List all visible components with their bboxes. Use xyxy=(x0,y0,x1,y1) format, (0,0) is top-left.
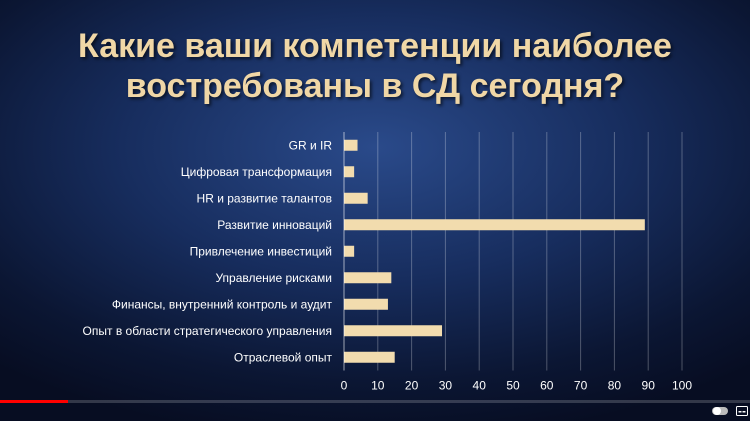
x-tick-label: 20 xyxy=(405,379,419,393)
category-label: GR и IR xyxy=(289,138,333,152)
x-tick-label: 40 xyxy=(473,379,487,393)
x-tick-label: 0 xyxy=(341,379,348,393)
x-tick-label: 100 xyxy=(672,379,692,393)
autoplay-toggle-icon[interactable] xyxy=(712,406,728,416)
bar xyxy=(344,219,645,231)
x-tick-label: 80 xyxy=(608,379,622,393)
category-labels: GR и IR Цифровая трансформация HR и развит… xyxy=(83,138,333,364)
x-tick-labels: 0 10 20 30 40 50 60 70 80 90 100 xyxy=(341,379,693,393)
x-tick-label: 30 xyxy=(439,379,453,393)
bar xyxy=(344,325,443,337)
category-label: Управление рисками xyxy=(215,271,332,285)
title-line-1: Какие ваши компетенции наиболее xyxy=(78,27,672,65)
bar xyxy=(344,139,358,151)
bar xyxy=(344,351,395,363)
x-tick-label: 10 xyxy=(371,379,385,393)
page-title: Какие ваши компетенции наиболее востребо… xyxy=(0,26,750,106)
video-progress-bar[interactable] xyxy=(0,400,750,403)
x-tick-label: 50 xyxy=(506,379,520,393)
grid-lines xyxy=(377,132,683,371)
x-tick-label: 60 xyxy=(540,379,554,393)
bars xyxy=(344,139,645,363)
x-tick-label: 70 xyxy=(574,379,588,393)
category-label: Цифровая трансформация xyxy=(181,165,332,179)
bar xyxy=(344,272,392,284)
bar xyxy=(344,245,355,257)
title-line-2: востребованы в СД сегодня? xyxy=(125,67,625,105)
category-label: Опыт в области стратегического управлени… xyxy=(83,324,332,338)
video-progress-fill xyxy=(0,400,68,403)
bar xyxy=(344,192,368,204)
x-tick-label: 90 xyxy=(642,379,656,393)
category-label: Развитие инноваций xyxy=(217,218,332,232)
category-label: Финансы, внутренний контроль и аудит xyxy=(112,297,333,311)
captions-icon[interactable] xyxy=(736,406,748,416)
category-label: HR и развитие талантов xyxy=(197,191,332,205)
category-label: Привлечение инвестиций xyxy=(190,244,332,258)
bar xyxy=(344,298,388,310)
category-label: Отраслевой опыт xyxy=(234,350,333,364)
bar xyxy=(344,166,355,178)
